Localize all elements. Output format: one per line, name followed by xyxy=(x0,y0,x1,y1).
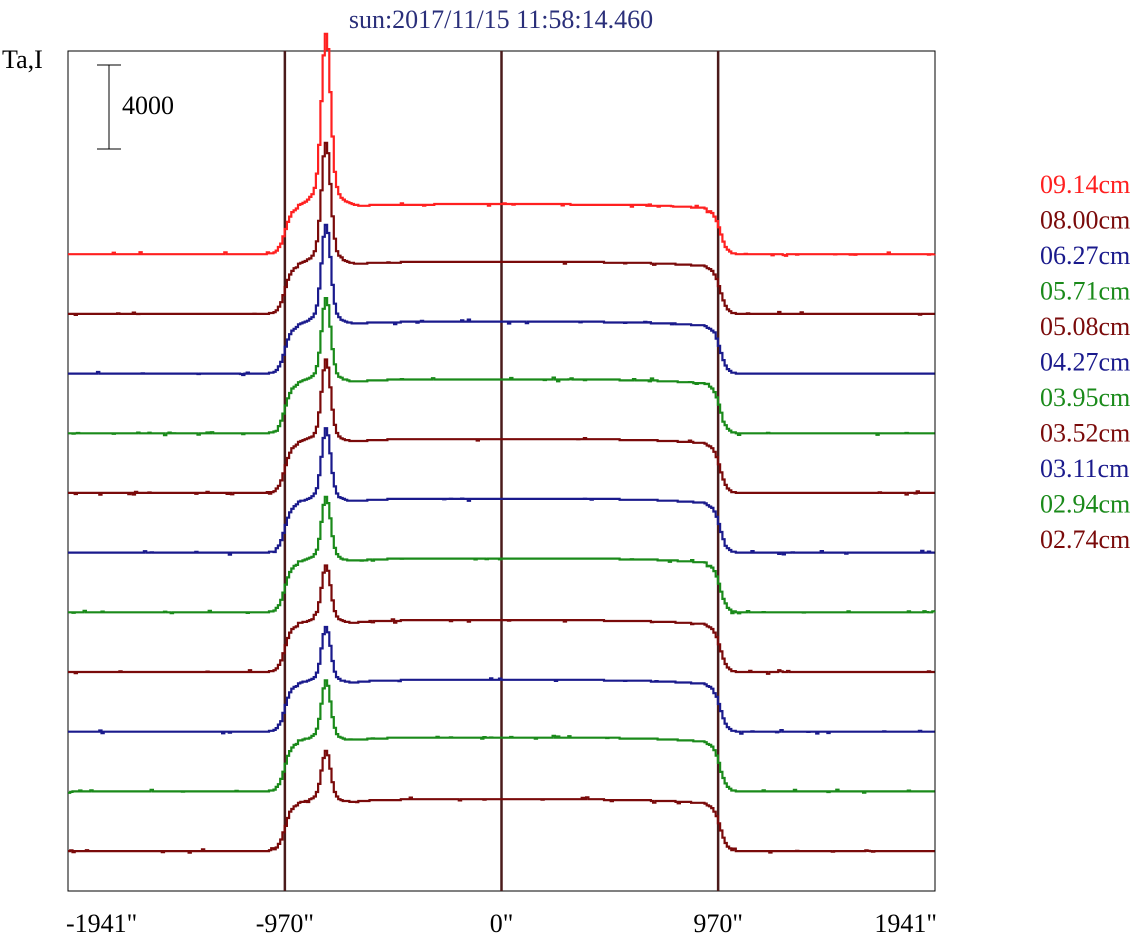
x-tick-label: 1941" xyxy=(874,909,937,938)
reference-lines xyxy=(283,51,720,891)
series-line-06.27cm xyxy=(68,223,935,377)
legend-item-03.11cm: 03.11cm xyxy=(1040,454,1129,483)
y-axis-title: Ta,I xyxy=(2,45,43,74)
series-line-05.71cm xyxy=(68,297,935,437)
series-line-03.52cm xyxy=(68,564,935,675)
series-line-08.00cm xyxy=(68,141,935,316)
legend-item-04.27cm: 04.27cm xyxy=(1040,348,1130,377)
series-line-04.27cm xyxy=(68,427,935,556)
series-line-03.11cm xyxy=(68,625,935,735)
series-line-03.95cm xyxy=(68,495,936,615)
x-tick-label: 970" xyxy=(693,909,743,938)
x-tick-label: -1941" xyxy=(66,909,137,938)
legend-item-05.08cm: 05.08cm xyxy=(1040,312,1130,341)
legend-item-05.71cm: 05.71cm xyxy=(1040,277,1130,306)
series-line-02.74cm xyxy=(68,749,935,854)
legend-item-08.00cm: 08.00cm xyxy=(1040,206,1130,235)
legend-item-02.94cm: 02.94cm xyxy=(1040,490,1130,519)
legend-item-02.74cm: 02.74cm xyxy=(1040,525,1130,554)
x-tick-labels: -1941" -970" 0" 970" 1941" xyxy=(66,909,937,938)
scale-bar: 4000 xyxy=(97,64,174,150)
x-tick-label: 0" xyxy=(490,909,514,938)
chart-title: sun:2017/11/15 11:58:14.460 xyxy=(349,5,653,34)
legend-item-06.27cm: 06.27cm xyxy=(1040,241,1130,270)
legend: 09.14cm 08.00cm 06.27cm 05.71cm 05.08cm 04.27… xyxy=(1040,170,1130,554)
scale-bar-label: 4000 xyxy=(122,91,174,120)
x-tick-label: -970" xyxy=(256,909,314,938)
series-line-09.14cm xyxy=(68,32,936,257)
legend-item-03.95cm: 03.95cm xyxy=(1040,383,1130,412)
legend-item-03.52cm: 03.52cm xyxy=(1040,419,1130,448)
series-layer xyxy=(68,32,936,854)
legend-item-09.14cm: 09.14cm xyxy=(1040,170,1130,199)
series-line-05.08cm xyxy=(68,358,935,496)
series-line-02.94cm xyxy=(68,679,935,794)
